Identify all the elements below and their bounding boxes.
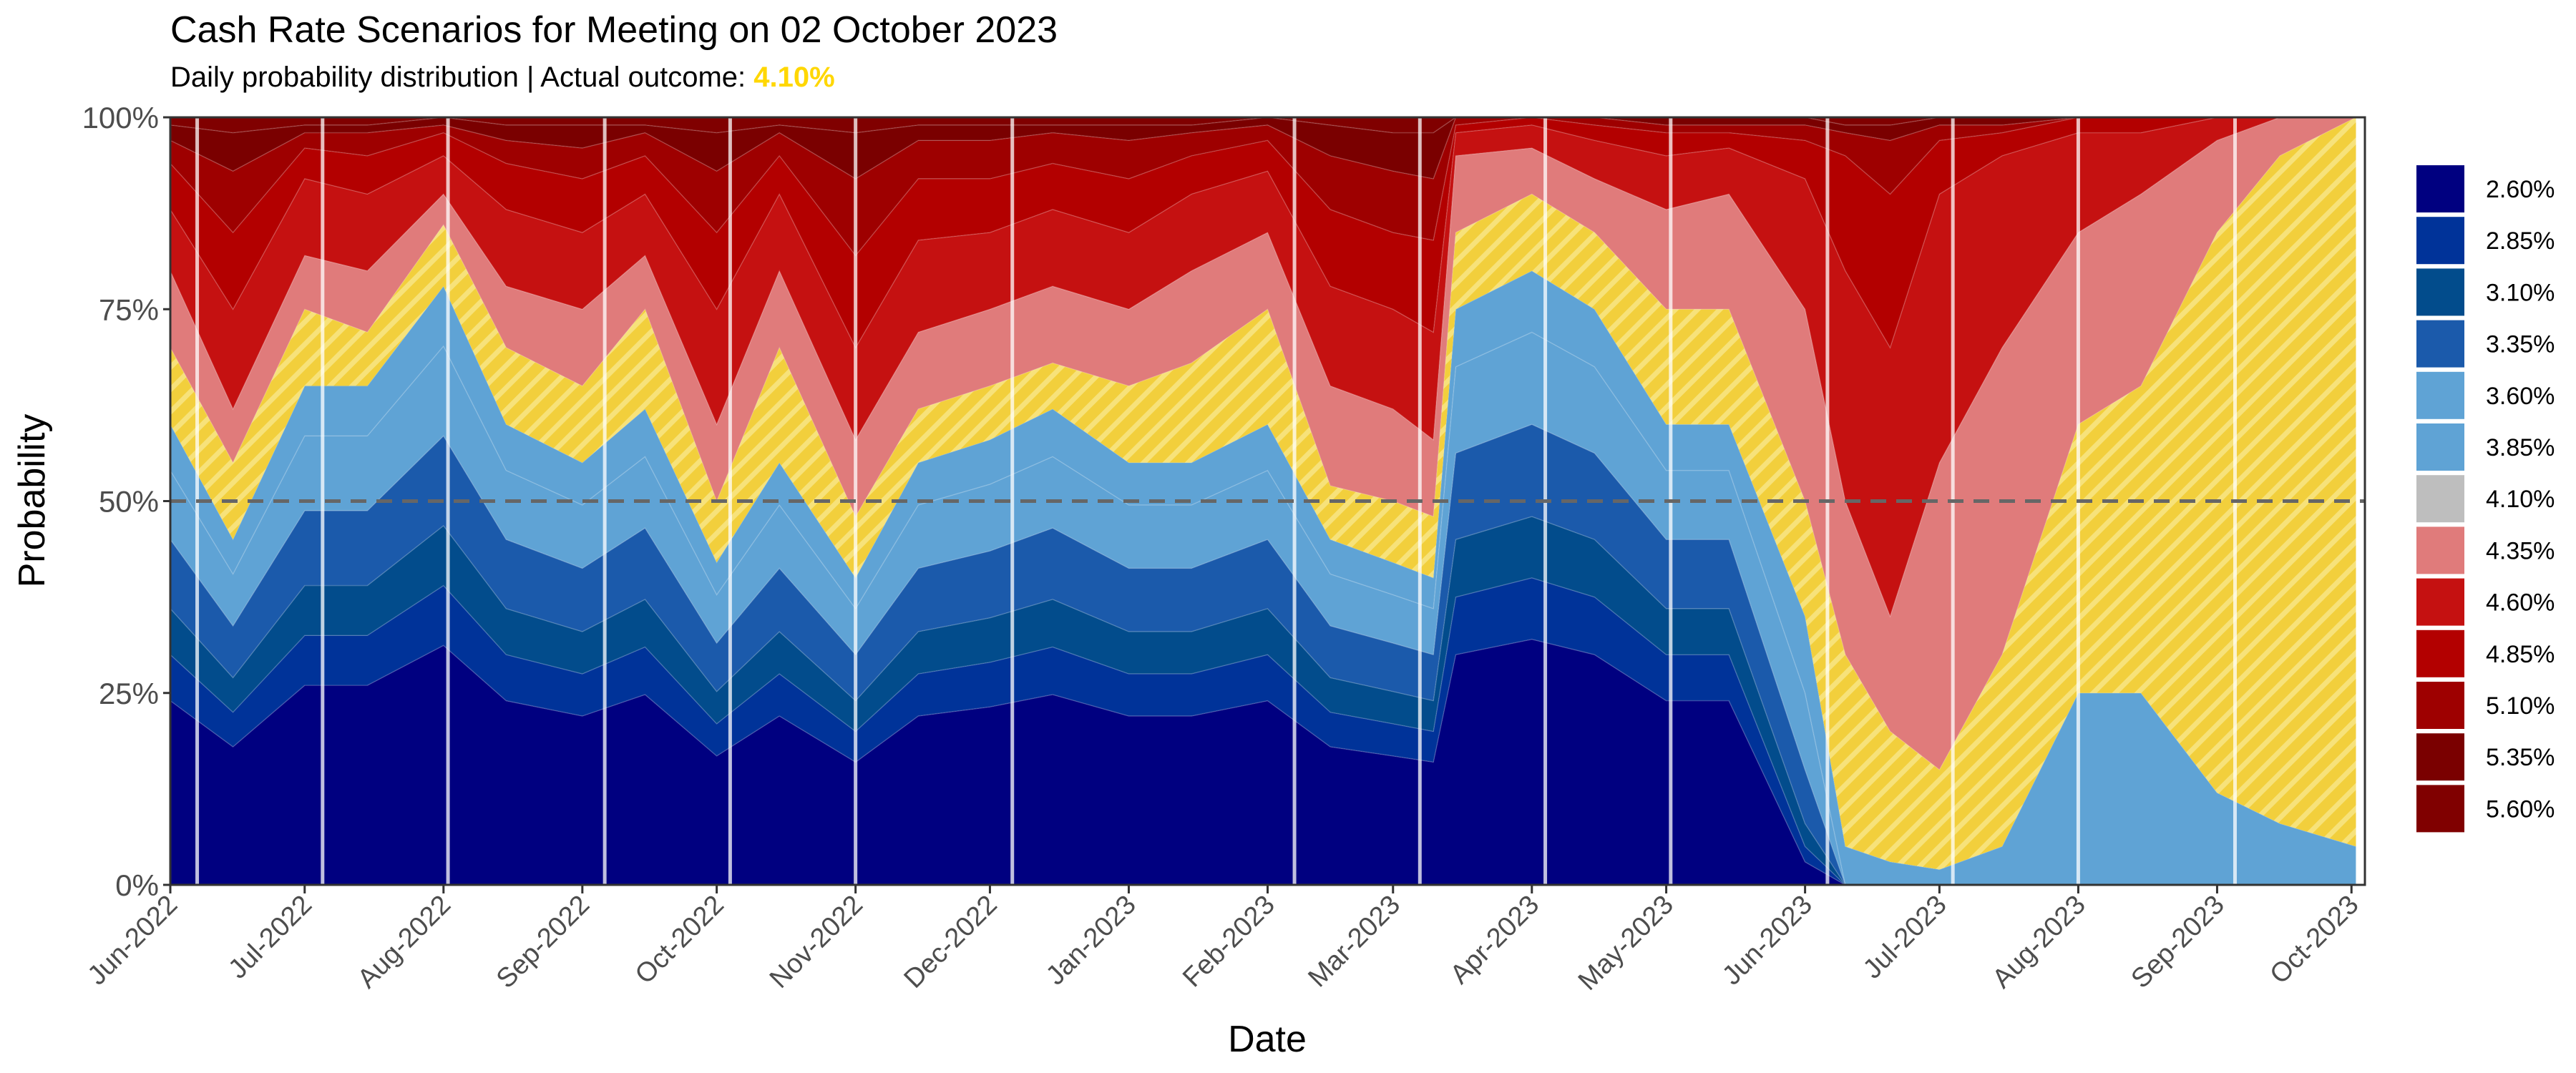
y-axis-title: Probability bbox=[11, 414, 53, 588]
legend-label: 5.60% bbox=[2486, 795, 2555, 823]
legend-swatch bbox=[2416, 268, 2464, 316]
x-tick-label: Sep-2022 bbox=[491, 890, 595, 994]
legend-label: 3.60% bbox=[2486, 383, 2555, 410]
x-tick-label: Oct-2022 bbox=[630, 890, 730, 990]
meeting-date-lines bbox=[195, 117, 2237, 885]
legend-label: 2.60% bbox=[2486, 176, 2555, 203]
legend-label: 2.85% bbox=[2486, 227, 2555, 255]
legend-swatch bbox=[2416, 578, 2464, 626]
y-tick-label: 25% bbox=[99, 677, 159, 710]
legend-swatch bbox=[2416, 320, 2464, 368]
legend-swatch bbox=[2416, 423, 2464, 471]
legend-swatch bbox=[2416, 165, 2464, 212]
legend: 2.60% 2.85% 3.10% 3.35% 3.60% 3.85% 4.10% 4.35%… bbox=[2416, 165, 2555, 833]
x-tick-label: Jun-2023 bbox=[1717, 890, 1818, 991]
x-tick-label: Mar-2023 bbox=[1302, 890, 1406, 994]
subtitle-text: Daily probability distribution | Actual … bbox=[170, 62, 754, 93]
legend-swatch bbox=[2416, 371, 2464, 419]
legend-label: 4.85% bbox=[2486, 641, 2555, 668]
chart-title: Cash Rate Scenarios for Meeting on 02 Oc… bbox=[170, 9, 1058, 51]
legend-label: 3.85% bbox=[2486, 434, 2555, 461]
area-layers bbox=[170, 117, 2365, 885]
actual-outcome-value: 4.10% bbox=[753, 62, 835, 93]
legend-label: 4.60% bbox=[2486, 589, 2555, 617]
legend-label: 5.10% bbox=[2486, 692, 2555, 720]
x-tick-label: Aug-2023 bbox=[1987, 890, 2092, 994]
x-tick-label: Nov-2022 bbox=[764, 890, 869, 994]
x-tick-label: Jul-2023 bbox=[1858, 890, 1953, 985]
legend-label: 3.10% bbox=[2486, 279, 2555, 306]
x-tick-label: Dec-2022 bbox=[899, 890, 1003, 994]
y-tick-label: 50% bbox=[99, 485, 159, 519]
x-tick-label: Aug-2022 bbox=[352, 890, 457, 994]
area-series-3-85pct bbox=[170, 270, 2357, 885]
legend-swatch bbox=[2416, 217, 2464, 265]
legend-label: 3.35% bbox=[2486, 331, 2555, 358]
legend-label: 5.35% bbox=[2486, 744, 2555, 771]
y-tick-label: 75% bbox=[99, 293, 159, 326]
legend-swatch bbox=[2416, 785, 2464, 833]
legend-swatch bbox=[2416, 526, 2464, 574]
x-tick-label: Oct-2023 bbox=[2264, 890, 2364, 990]
x-tick-label: Jun-2022 bbox=[82, 890, 184, 991]
chart-subtitle: Daily probability distribution | Actual … bbox=[170, 62, 835, 94]
x-tick-label: Sep-2023 bbox=[2126, 890, 2230, 994]
legend-label: 4.10% bbox=[2486, 486, 2555, 513]
x-tick-label: Feb-2023 bbox=[1177, 890, 1281, 994]
y-tick-label: 100% bbox=[82, 101, 159, 134]
legend-swatch bbox=[2416, 629, 2464, 677]
x-tick-label: Jul-2022 bbox=[223, 890, 318, 985]
x-tick-label: Jan-2023 bbox=[1040, 890, 1142, 991]
x-axis-title: Date bbox=[1228, 1019, 1307, 1060]
y-tick-label: 0% bbox=[115, 868, 159, 902]
area-series-5-60pct bbox=[170, 117, 2356, 134]
legend-swatch bbox=[2416, 475, 2464, 523]
legend-swatch bbox=[2416, 682, 2464, 729]
x-tick-label: May-2023 bbox=[1573, 890, 1679, 996]
x-tick-label: Apr-2023 bbox=[1445, 890, 1545, 990]
legend-label: 4.35% bbox=[2486, 537, 2555, 564]
legend-swatch bbox=[2416, 733, 2464, 781]
